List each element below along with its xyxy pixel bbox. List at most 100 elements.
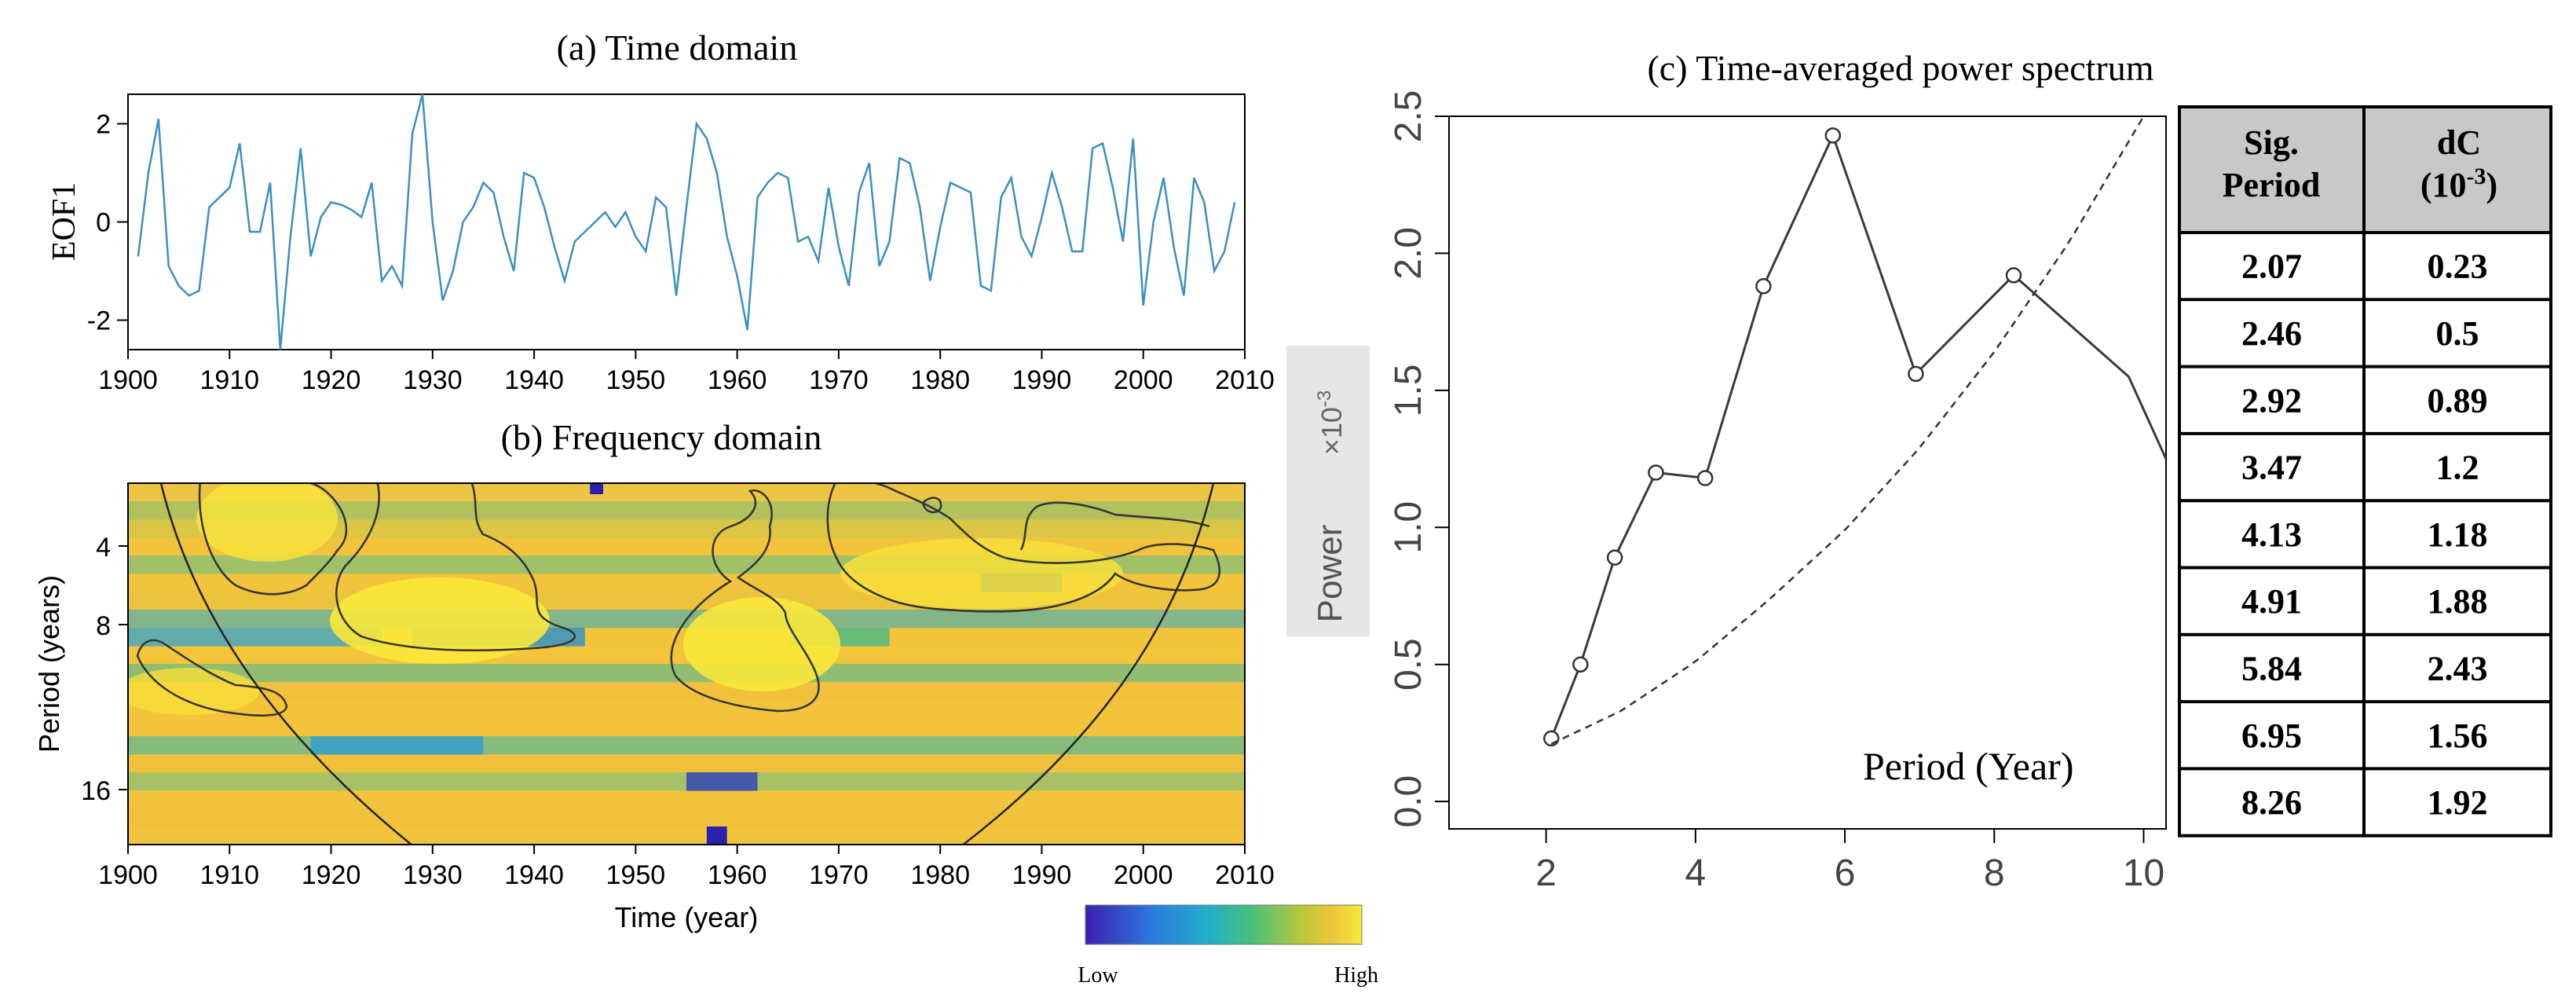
colorbar-high-label: High bbox=[1334, 963, 1378, 988]
x-tick-label: 2010 bbox=[1215, 365, 1275, 395]
table-cell-dc: 1.56 bbox=[2428, 717, 2488, 755]
hot-region bbox=[683, 597, 840, 691]
power-spectrum-line bbox=[1550, 132, 2166, 739]
x-tick-label: 1960 bbox=[708, 365, 767, 395]
x-tick-label: 2 bbox=[1535, 852, 1557, 894]
ylabel-background bbox=[1286, 346, 1370, 636]
x-tick-label: 6 bbox=[1835, 852, 1856, 894]
spectrum-point bbox=[1606, 549, 1623, 566]
heatmap-band bbox=[128, 483, 1245, 502]
x-tick-label: 1920 bbox=[302, 860, 361, 890]
heatmap-cool-patch bbox=[310, 736, 484, 755]
header-line: Period bbox=[2223, 166, 2321, 204]
table-cell-dc: 1.92 bbox=[2428, 783, 2488, 822]
contour bbox=[670, 489, 820, 713]
panel-b-frame bbox=[127, 482, 1246, 845]
x-tick-label: 1930 bbox=[403, 860, 463, 890]
table-cell-dc: 1.18 bbox=[2428, 515, 2488, 554]
panel-b: (b) Frequency domain bbox=[33, 417, 1378, 988]
y-tick-label: 2.0 bbox=[1388, 227, 1429, 280]
header-line: dC bbox=[2437, 123, 2481, 162]
panel-a: (a) Time domain EOF1 -202 1900 1910 1920 19… bbox=[46, 27, 1275, 395]
x-tick-label: 1920 bbox=[302, 365, 361, 395]
heatmap-band bbox=[128, 754, 1245, 773]
spectrum-point bbox=[2005, 267, 2022, 284]
spectrum-point bbox=[1572, 656, 1589, 673]
panel-a-title: (a) Time domain bbox=[557, 27, 798, 68]
hot-region bbox=[128, 668, 259, 715]
x-tick-label: 1990 bbox=[1012, 860, 1072, 890]
table-cell-dc: 1.88 bbox=[2428, 582, 2488, 621]
contour bbox=[198, 483, 348, 596]
header-superscript: -3 bbox=[2467, 163, 2486, 189]
heatmap-band bbox=[128, 827, 1245, 845]
table-cell-period: 2.07 bbox=[2241, 247, 2302, 286]
panel-c-series bbox=[1543, 116, 2166, 747]
table-cell-period: 5.84 bbox=[2241, 649, 2302, 687]
table-header-dc: dC (10-3) bbox=[2420, 123, 2497, 204]
table-cell-period: 3.47 bbox=[2241, 449, 2302, 487]
heatmap-min-patch bbox=[590, 483, 603, 494]
table-cell-period: 6.95 bbox=[2241, 717, 2302, 755]
x-tick-label: 1940 bbox=[504, 365, 564, 395]
colorbar-low-label: Low bbox=[1078, 963, 1118, 988]
heatmap-cool-patch bbox=[128, 628, 382, 647]
x-tick-label: 4 bbox=[1685, 852, 1706, 894]
heatmap-band bbox=[128, 700, 1245, 719]
x-tick-label: 1950 bbox=[606, 365, 666, 395]
panel-c-ylabel-scale: ×10-3 bbox=[1314, 390, 1348, 455]
spectrum-point bbox=[1755, 278, 1772, 295]
x-tick-label: 1980 bbox=[910, 365, 970, 395]
y-tick-label: 2.5 bbox=[1388, 90, 1429, 143]
table-cell-dc: 1.2 bbox=[2436, 449, 2479, 487]
panel-b-title: (b) Frequency domain bbox=[501, 417, 822, 457]
y-tick-label: 1.5 bbox=[1388, 364, 1429, 416]
x-tick-label: 1940 bbox=[504, 860, 564, 890]
coi-right bbox=[961, 483, 1215, 845]
y-tick-label: 0 bbox=[96, 208, 111, 238]
table-cell-period: 4.13 bbox=[2241, 515, 2302, 554]
table-cell-period: 4.91 bbox=[2241, 582, 2302, 621]
heatmap-band bbox=[128, 808, 1245, 827]
panel-a-xticks: 1900 1910 1920 1930 1940 1950 1960 1970 1980 1990… bbox=[98, 350, 1275, 395]
panel-a-ylabel: EOF1 bbox=[46, 182, 82, 261]
header-line: ) bbox=[2486, 166, 2498, 204]
y-tick-label: 4 bbox=[96, 533, 111, 563]
x-tick-label: 8 bbox=[1984, 852, 2005, 894]
spectrum-point bbox=[1648, 464, 1664, 481]
x-tick-label: 1900 bbox=[98, 860, 158, 890]
table-cell-period: 2.46 bbox=[2241, 314, 2302, 353]
heatmap-cool-patch bbox=[686, 772, 758, 791]
panel-c: (c) Time-averaged power spectrum Power ×… bbox=[1286, 48, 2167, 894]
panel-c-title: (c) Time-averaged power spectrum bbox=[1647, 48, 2153, 88]
hot-region bbox=[196, 483, 338, 562]
eof1-series-line bbox=[137, 93, 1236, 350]
ylabel-scale-base: ×10 bbox=[1315, 407, 1348, 455]
heatmap-band bbox=[128, 790, 1245, 809]
panel-b-xlabel: Time (year) bbox=[615, 901, 759, 933]
y-tick-label: -2 bbox=[87, 306, 111, 336]
x-tick-label: 1970 bbox=[809, 860, 869, 890]
x-tick-label: 1910 bbox=[199, 860, 259, 890]
header-line: (10 bbox=[2420, 166, 2467, 204]
x-tick-label: 2000 bbox=[1114, 365, 1173, 395]
x-tick-label: 1990 bbox=[1012, 365, 1072, 395]
x-tick-label: 1900 bbox=[98, 365, 158, 395]
y-tick-label: 8 bbox=[96, 611, 111, 641]
x-tick-label: 1930 bbox=[403, 365, 463, 395]
x-tick-label: 1970 bbox=[809, 365, 869, 395]
contour bbox=[136, 639, 288, 717]
hot-region bbox=[330, 577, 550, 664]
panel-b-ylabel: Period (years) bbox=[33, 575, 65, 753]
table-header-period: Sig. Period bbox=[2223, 123, 2321, 204]
y-tick-label: 0.5 bbox=[1388, 638, 1429, 691]
x-tick-label: 1960 bbox=[708, 860, 767, 890]
x-tick-label: 2000 bbox=[1114, 860, 1173, 890]
spectrum-point bbox=[1696, 470, 1714, 486]
y-tick-label: 2 bbox=[96, 110, 111, 140]
y-tick-label: 1.0 bbox=[1388, 501, 1429, 554]
contour bbox=[1019, 501, 1210, 551]
panel-b-yticks: 4 8 16 bbox=[81, 533, 128, 806]
heatmap-hot-regions bbox=[128, 483, 1123, 715]
